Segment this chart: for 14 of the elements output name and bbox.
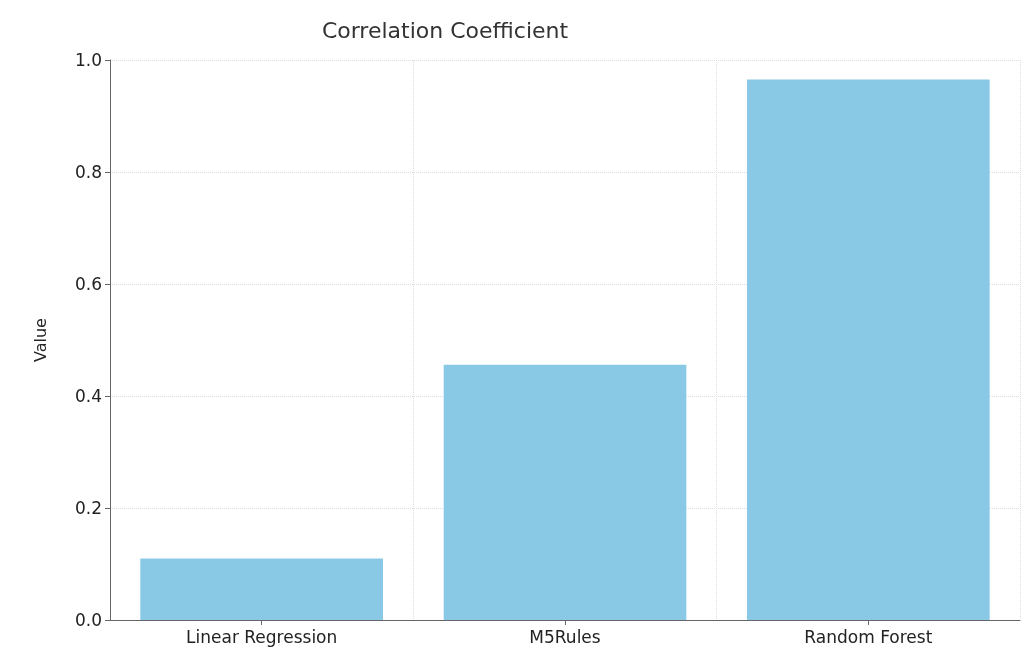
y-tick-label: 0.6 bbox=[74, 274, 102, 294]
bar bbox=[747, 79, 990, 620]
y-tick-label: 1.0 bbox=[74, 50, 102, 70]
x-tick-label: M5Rules bbox=[529, 626, 601, 647]
x-tick-label: Random Forest bbox=[804, 626, 933, 647]
chart-title: Correlation Coefficient bbox=[321, 17, 569, 43]
y-tick-label: 0.8 bbox=[74, 162, 102, 182]
x-tick-label: Linear Regression bbox=[186, 626, 338, 647]
y-tick-label: 0.2 bbox=[74, 498, 102, 518]
y-tick-label: 0.0 bbox=[74, 610, 102, 630]
bar bbox=[140, 558, 383, 620]
bar bbox=[443, 364, 687, 620]
y-tick-label: 0.4 bbox=[74, 386, 102, 406]
y-axis-title: Value bbox=[30, 318, 50, 362]
